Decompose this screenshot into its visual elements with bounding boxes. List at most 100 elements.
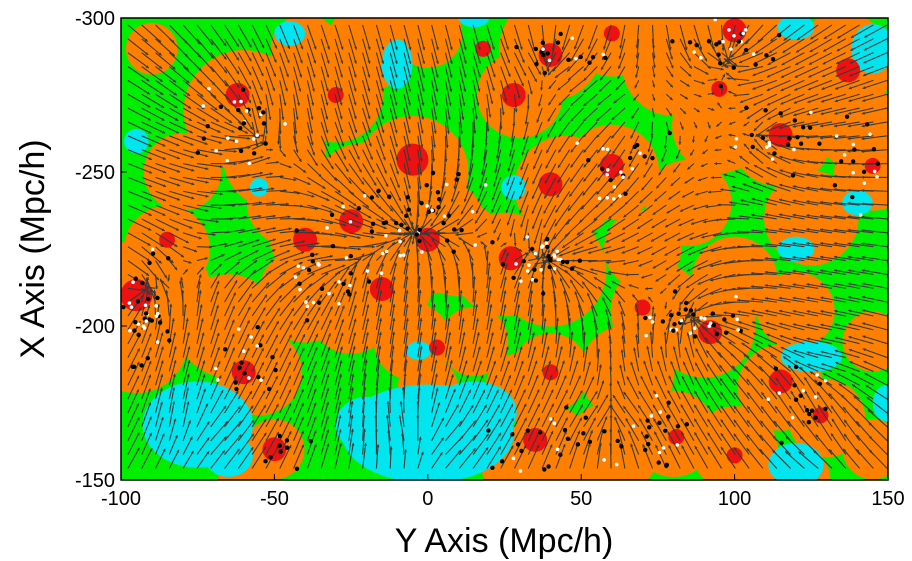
velocity-vector xyxy=(792,270,819,275)
velocity-vector xyxy=(527,290,533,317)
velocity-vector xyxy=(681,375,695,400)
velocity-arrowhead xyxy=(792,199,796,203)
velocity-arrowhead xyxy=(161,130,166,134)
velocity-vector xyxy=(609,405,626,428)
galaxy-dark-marker xyxy=(136,332,141,338)
velocity-arrowhead xyxy=(506,222,510,226)
velocity-arrowhead xyxy=(733,433,737,437)
velocity-vector xyxy=(403,248,410,275)
galaxy-dark-marker xyxy=(642,154,647,159)
x-tick-label: 150 xyxy=(871,488,904,510)
velocity-arrowhead xyxy=(803,405,807,409)
velocity-arrowhead xyxy=(611,117,615,121)
velocity-arrowhead xyxy=(457,276,461,279)
velocity-arrowhead xyxy=(717,203,721,207)
velocity-vector xyxy=(224,135,251,140)
galaxy-dark-marker xyxy=(445,238,450,243)
velocity-arrowhead xyxy=(405,276,409,280)
velocity-vector xyxy=(196,403,209,428)
velocity-vector xyxy=(183,176,209,184)
galaxy-dark-marker xyxy=(798,393,803,398)
velocity-vector xyxy=(607,321,612,344)
velocity-vector xyxy=(348,318,357,344)
velocity-vector xyxy=(505,177,515,200)
velocity-vector xyxy=(809,38,833,53)
velocity-vector xyxy=(642,163,653,179)
velocity-vector xyxy=(764,271,791,275)
galaxy-dark-marker xyxy=(121,304,126,310)
velocity-vector xyxy=(183,190,209,198)
velocity-arrowhead xyxy=(387,429,391,433)
velocity-arrowhead xyxy=(161,228,165,231)
velocity-arrowhead xyxy=(561,360,565,364)
velocity-vector xyxy=(224,203,249,206)
velocity-vector xyxy=(557,149,571,169)
velocity-arrowhead xyxy=(477,346,481,350)
velocity-arrowhead xyxy=(275,375,278,380)
velocity-vector xyxy=(474,204,488,224)
velocity-arrowhead xyxy=(649,331,653,335)
velocity-vector xyxy=(141,149,167,160)
velocity-vector xyxy=(778,310,805,317)
galaxy-light-marker xyxy=(729,47,733,51)
velocity-vector xyxy=(155,107,179,122)
velocity-arrowhead xyxy=(809,371,814,375)
velocity-arrowhead xyxy=(848,322,852,326)
velocity-vector xyxy=(386,414,391,441)
velocity-vector xyxy=(847,107,874,115)
velocity-vector xyxy=(817,404,833,428)
velocity-arrowhead xyxy=(504,332,508,336)
velocity-arrowhead xyxy=(313,430,317,434)
velocity-arrowhead xyxy=(764,134,768,138)
velocity-vector xyxy=(168,359,177,386)
velocity-arrowhead xyxy=(583,118,587,122)
velocity-vector xyxy=(750,298,777,303)
velocity-vector xyxy=(750,258,777,262)
velocity-arrowhead xyxy=(768,50,773,54)
velocity-arrowhead xyxy=(567,207,571,212)
velocity-arrowhead xyxy=(491,346,495,350)
velocity-vector xyxy=(636,312,640,330)
velocity-arrowhead xyxy=(806,136,809,140)
velocity-vector xyxy=(652,417,667,442)
velocity-arrowhead xyxy=(785,436,789,440)
velocity-vector xyxy=(555,417,569,441)
velocity-arrowhead xyxy=(722,74,725,78)
velocity-arrowhead xyxy=(571,259,575,263)
velocity-arrowhead xyxy=(480,375,484,379)
velocity-arrowhead xyxy=(676,155,679,159)
velocity-arrowhead xyxy=(670,56,674,60)
velocity-arrowhead xyxy=(148,333,152,337)
galaxy-light-marker xyxy=(141,324,146,328)
velocity-vector xyxy=(660,345,667,372)
velocity-vector xyxy=(224,280,238,303)
velocity-arrowhead xyxy=(612,394,616,399)
velocity-vector xyxy=(720,432,736,455)
void-region xyxy=(458,18,490,28)
velocity-arrowhead xyxy=(687,313,691,317)
velocity-arrowhead xyxy=(339,360,343,364)
velocity-arrowhead xyxy=(144,38,148,42)
velocity-arrowhead xyxy=(520,83,524,87)
velocity-arrowhead xyxy=(620,349,624,353)
velocity-vector xyxy=(252,172,273,178)
velocity-arrowhead xyxy=(694,418,698,422)
velocity-vector xyxy=(431,451,443,469)
velocity-arrowhead xyxy=(742,183,746,187)
velocity-vector xyxy=(196,176,223,181)
velocity-arrowhead xyxy=(747,420,751,424)
galaxy-dark-marker xyxy=(793,397,799,402)
galaxy-dark-marker xyxy=(684,422,689,427)
velocity-vector xyxy=(806,173,833,178)
velocity-arrowhead xyxy=(639,418,643,422)
velocity-arrowhead xyxy=(761,406,764,410)
velocity-vector xyxy=(431,135,435,162)
velocity-arrowhead xyxy=(622,262,626,266)
galaxy-dark-marker xyxy=(647,425,652,430)
velocity-vector xyxy=(210,332,220,358)
velocity-arrowhead xyxy=(497,446,501,450)
galaxy-light-marker xyxy=(741,31,746,36)
velocity-arrowhead xyxy=(505,346,509,350)
galaxy-light-marker xyxy=(348,219,353,224)
velocity-vector xyxy=(597,93,612,106)
